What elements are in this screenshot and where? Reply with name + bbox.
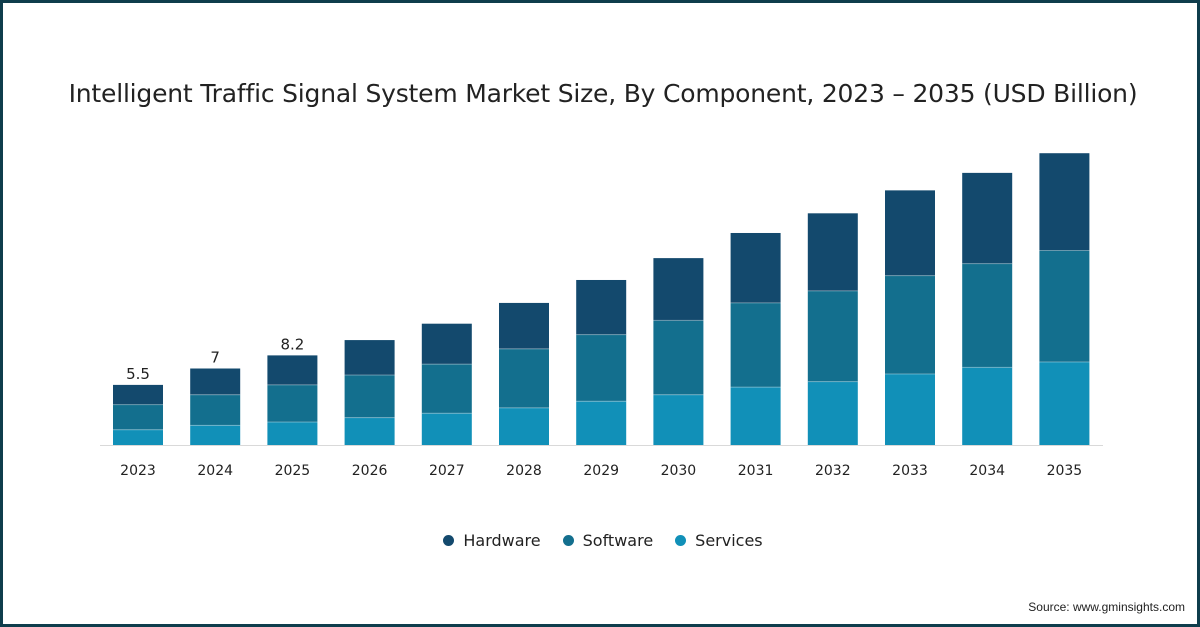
data-label-2025: 8.2 <box>280 335 304 353</box>
bar-services-2030 <box>653 394 704 445</box>
bar-hardware-2029 <box>576 279 627 335</box>
x-tick-label-2028: 2028 <box>506 463 542 479</box>
bar-software-2025 <box>267 384 318 423</box>
bar-hardware-2028 <box>499 302 549 349</box>
legend-label: Services <box>695 531 763 550</box>
x-tick-label-2026: 2026 <box>352 463 388 479</box>
bar-services-2033 <box>885 373 935 445</box>
stacked-bar-chart: 2023 5.5 2024 7 2025 8.2 2026 2027 2028 2029 2030 2… <box>100 153 1103 479</box>
bar-services-2027 <box>421 413 472 445</box>
bar-hardware-2032 <box>807 213 858 291</box>
bar-hardware-2025 <box>267 355 318 385</box>
bar-hardware-2035 <box>1039 153 1090 251</box>
bar-software-2031 <box>730 302 781 388</box>
legend-marker-icon <box>675 535 687 546</box>
x-tick-label-2032: 2032 <box>815 463 851 479</box>
data-label-2023: 5.5 <box>126 365 150 383</box>
x-tick-label-2027: 2027 <box>429 463 465 479</box>
bar-software-2034 <box>962 263 1013 368</box>
bar-services-2035 <box>1039 361 1090 445</box>
bar-software-2035 <box>1039 250 1090 362</box>
bar-hardware-2023 <box>113 384 163 405</box>
legend-marker-icon <box>562 535 574 546</box>
bar-hardware-2030 <box>653 258 704 321</box>
bar-software-2032 <box>807 290 858 382</box>
bar-software-2024 <box>190 394 241 426</box>
x-tick-label-2029: 2029 <box>583 463 619 479</box>
bar-services-2023 <box>113 429 163 445</box>
legend-marker-icon <box>443 535 455 546</box>
bar-hardware-2027 <box>421 323 472 365</box>
bar-hardware-2024 <box>190 368 241 395</box>
bar-services-2034 <box>962 367 1013 445</box>
legend-label: Software <box>582 531 654 550</box>
bar-services-2028 <box>499 407 549 445</box>
bar-hardware-2026 <box>344 340 395 376</box>
x-tick-label-2033: 2033 <box>892 463 928 479</box>
bar-services-2025 <box>267 422 318 445</box>
bar-software-2026 <box>344 375 395 418</box>
x-tick-label-2023: 2023 <box>120 463 156 479</box>
bar-software-2027 <box>421 364 472 414</box>
legend-item-hardware: Hardware <box>443 531 541 550</box>
bar-software-2030 <box>653 320 704 395</box>
legend-item-services: Services <box>675 531 763 550</box>
bar-hardware-2034 <box>962 172 1013 264</box>
x-tick-label-2030: 2030 <box>661 463 697 479</box>
legend-item-software: Software <box>562 531 654 550</box>
x-tick-label-2031: 2031 <box>738 463 774 479</box>
bar-services-2031 <box>730 387 781 445</box>
bar-services-2026 <box>344 417 395 445</box>
bar-services-2032 <box>807 381 858 445</box>
chart-legend: Hardware Software Services <box>3 531 1200 550</box>
x-tick-label-2025: 2025 <box>275 463 311 479</box>
bar-services-2024 <box>190 425 241 445</box>
data-label-2024: 7 <box>210 349 220 367</box>
bar-hardware-2033 <box>885 190 935 276</box>
bar-software-2028 <box>499 348 549 408</box>
bar-software-2029 <box>576 334 627 402</box>
x-tick-label-2024: 2024 <box>197 463 233 479</box>
bar-hardware-2031 <box>730 232 781 303</box>
source-note: Source: www.gminsights.com <box>1028 600 1185 614</box>
bar-services-2029 <box>576 401 627 445</box>
bar-software-2023 <box>113 404 163 430</box>
bar-software-2033 <box>885 275 935 374</box>
x-tick-label-2035: 2035 <box>1047 463 1083 479</box>
legend-label: Hardware <box>463 531 541 550</box>
x-tick-label-2034: 2034 <box>969 463 1005 479</box>
chart-title: Intelligent Traffic Signal System Market… <box>68 79 1138 108</box>
